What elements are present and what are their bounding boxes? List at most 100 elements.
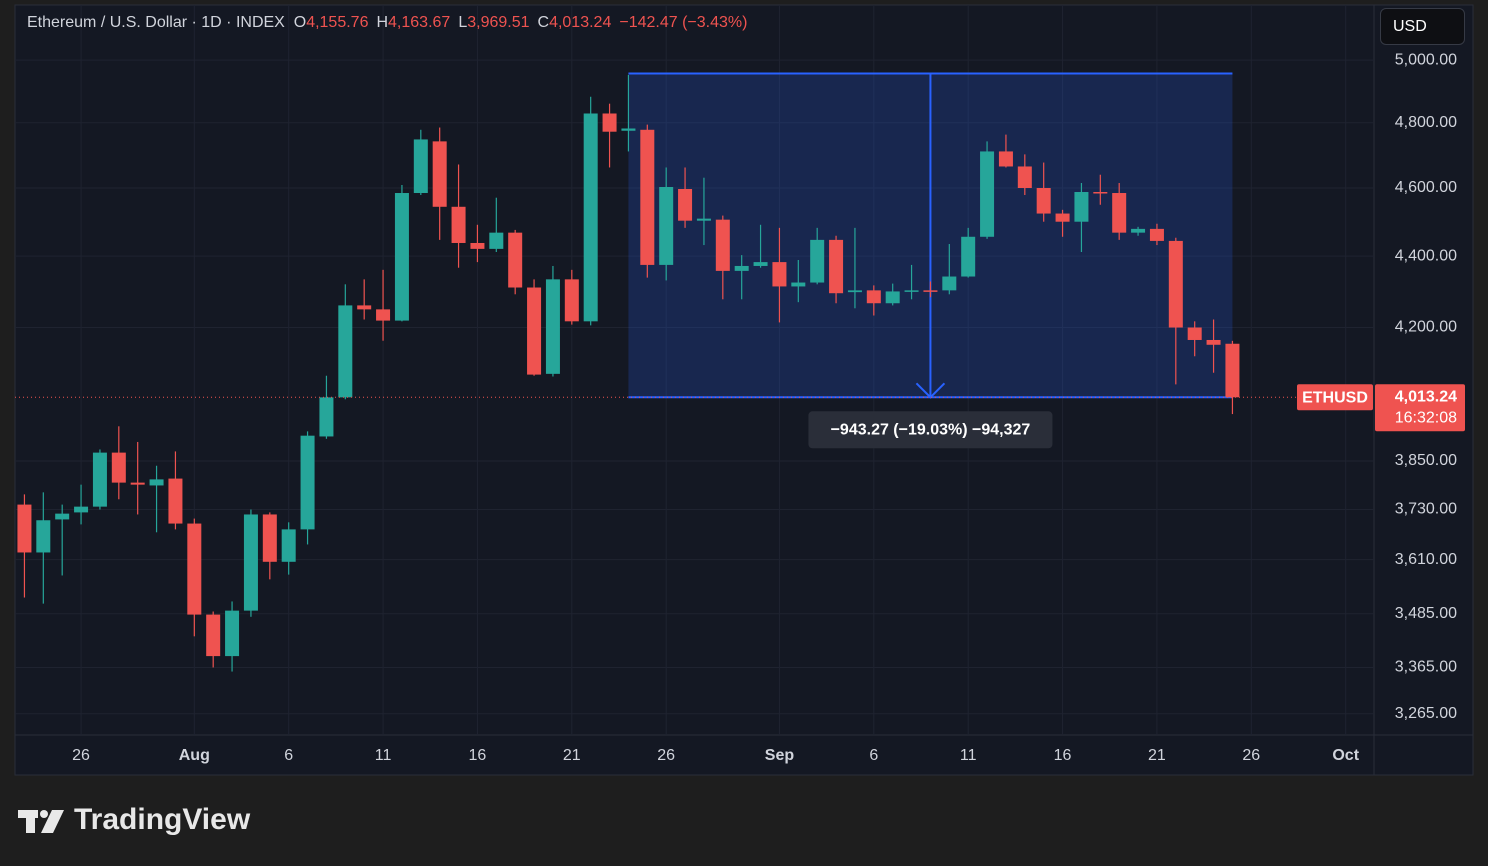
candle-body [980, 151, 995, 237]
candle-body [696, 218, 711, 221]
candle-body [130, 482, 145, 485]
y-tick-label: 3,265.00 [1395, 705, 1457, 722]
candle-body [413, 139, 428, 194]
candle-body [451, 206, 466, 243]
candle-body [432, 141, 447, 207]
x-tick-label: Oct [1332, 747, 1359, 764]
candle-body [923, 290, 938, 292]
candle-body [262, 514, 277, 562]
x-tick-label: 26 [72, 747, 90, 764]
candle-body [1149, 228, 1164, 241]
candle-body [206, 614, 221, 657]
candle-body [225, 610, 240, 657]
ohlc-value: 4,013.24 [549, 14, 612, 31]
candle-body [753, 262, 768, 266]
candle-body [1055, 213, 1070, 222]
x-tick-label: 11 [375, 747, 392, 764]
candle-body [187, 523, 202, 615]
measure-label: −943.27 (−19.03%) −94,327 [831, 421, 1031, 438]
candle-body [470, 242, 485, 249]
candle-body [810, 239, 825, 283]
candle-body [1187, 327, 1202, 340]
x-tick-label: 26 [1242, 747, 1260, 764]
ohlc-value: 4,163.67 [388, 14, 451, 31]
candle-body [1131, 228, 1146, 233]
symbol-tag [1297, 384, 1373, 411]
candle-body [961, 236, 976, 277]
candle-body [829, 239, 844, 294]
x-tick-label: 16 [1054, 747, 1072, 764]
x-tick-label: 11 [960, 747, 977, 764]
brand-name: TradingView [74, 803, 251, 836]
candle-body [92, 452, 107, 507]
candle-body [55, 513, 70, 520]
candle-body [885, 291, 900, 304]
y-tick-label: 5,000.00 [1395, 51, 1457, 68]
candle-body [847, 290, 862, 293]
x-tick-label: Sep [765, 747, 795, 764]
x-tick-label: 16 [469, 747, 487, 764]
candle-body [791, 282, 806, 287]
candle-body [659, 187, 674, 265]
ohlc-value: 3,969.51 [467, 14, 530, 31]
price-tag-label: 4,013.24 [1395, 388, 1457, 405]
symbol-title: Ethereum / U.S. Dollar · 1D · INDEX [27, 14, 285, 31]
y-tick-label: 4,600.00 [1395, 179, 1457, 196]
y-tick-label: 3,365.00 [1395, 659, 1457, 676]
currency-button[interactable]: USD [1380, 8, 1465, 45]
countdown-label: 16:32:08 [1395, 409, 1457, 426]
candle-body [319, 397, 334, 437]
candle-body [357, 305, 372, 310]
ohlc-value: 4,155.76 [306, 14, 369, 31]
candle-body [904, 290, 919, 292]
x-tick-label: Aug [179, 747, 210, 764]
candle-body [715, 219, 730, 271]
y-tick-label: 3,730.00 [1395, 501, 1457, 518]
candle-body [527, 287, 542, 375]
x-tick-label: 6 [284, 747, 293, 764]
candle-body [621, 128, 636, 131]
candle-body [734, 265, 749, 271]
y-tick-label: 3,850.00 [1395, 452, 1457, 469]
candle-body [564, 279, 579, 322]
x-tick-label: 21 [1148, 747, 1166, 764]
x-tick-label: 6 [869, 747, 878, 764]
candle-body [1017, 166, 1032, 189]
candle-body [1206, 339, 1221, 345]
candle-body [376, 309, 391, 321]
candle-body [149, 479, 164, 486]
measure-arrow-head [915, 382, 946, 399]
candle-body [1112, 193, 1127, 233]
candle-body [545, 279, 560, 374]
candle-body [111, 452, 126, 483]
ohlc-key: L [458, 14, 468, 31]
candle-body [866, 290, 881, 304]
candle-body [243, 514, 258, 611]
candle-body [583, 113, 598, 322]
candle-body [1093, 192, 1108, 194]
candle-body [489, 232, 504, 249]
candle-body [17, 504, 32, 553]
candle-body [338, 305, 353, 398]
candle-body [678, 189, 693, 221]
y-tick-label: 4,800.00 [1395, 114, 1457, 131]
candle-body [1225, 343, 1240, 398]
x-tick-label: 21 [563, 747, 581, 764]
symbol-header: Ethereum / U.S. Dollar · 1D · INDEX O4,1… [27, 14, 755, 32]
candle-body [1168, 240, 1183, 328]
candle-body [300, 435, 315, 530]
y-tick-label: 3,610.00 [1395, 551, 1457, 568]
price-tag [1375, 384, 1465, 432]
candle-body [602, 113, 617, 132]
candle-body [36, 520, 51, 553]
ohlc-key: H [376, 14, 389, 31]
ohlc-key: O [293, 14, 307, 31]
y-tick-label: 3,485.00 [1395, 605, 1457, 622]
candle-body [1036, 188, 1051, 214]
candle-body [281, 529, 296, 562]
candle-body [640, 129, 655, 265]
y-tick-label: 4,400.00 [1395, 247, 1457, 264]
x-tick-label: 26 [657, 747, 675, 764]
